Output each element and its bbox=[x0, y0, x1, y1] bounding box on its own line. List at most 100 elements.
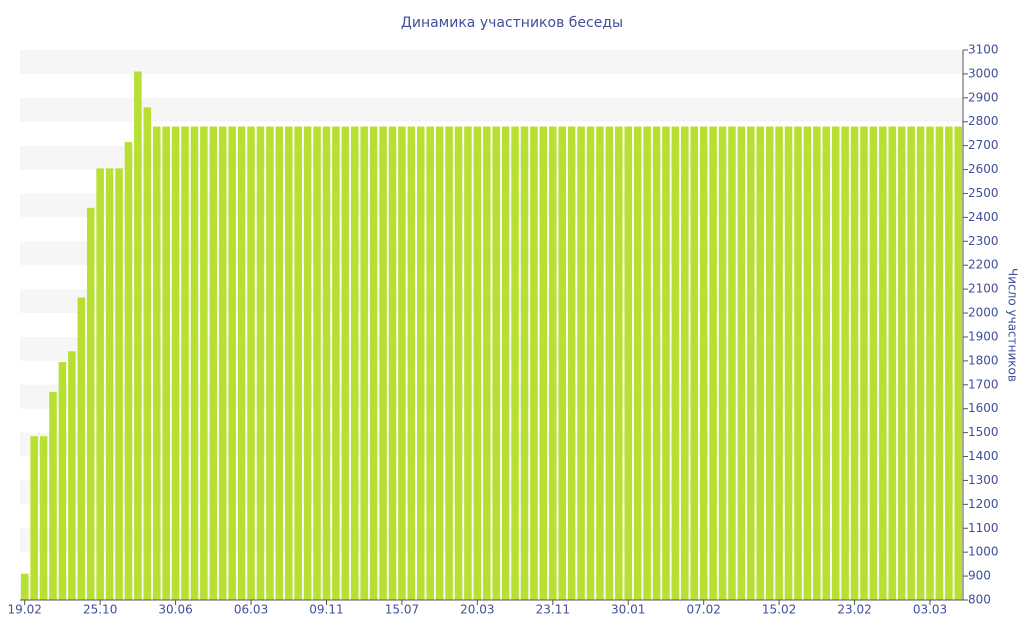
bar bbox=[181, 126, 189, 601]
y-tick-label: 2300 bbox=[968, 234, 999, 248]
bar bbox=[869, 126, 878, 601]
bar bbox=[879, 126, 887, 601]
y-tick-label: 3100 bbox=[968, 43, 999, 57]
grid-band bbox=[20, 193, 963, 218]
bar bbox=[945, 126, 953, 601]
bar bbox=[30, 436, 38, 600]
bar bbox=[473, 126, 482, 601]
bar bbox=[445, 126, 453, 601]
bar bbox=[58, 362, 67, 600]
bar bbox=[690, 126, 699, 601]
bar bbox=[897, 126, 906, 601]
y-axis-title: Число участников bbox=[1006, 268, 1020, 382]
grid-band bbox=[20, 289, 963, 314]
bar bbox=[605, 126, 614, 601]
bar bbox=[162, 126, 170, 601]
bar bbox=[765, 126, 774, 601]
grid-band bbox=[20, 145, 963, 170]
bar bbox=[530, 126, 538, 601]
y-tick-label: 2500 bbox=[968, 186, 999, 200]
bar bbox=[784, 126, 793, 601]
bar bbox=[350, 126, 359, 601]
bar bbox=[294, 126, 302, 601]
bar bbox=[709, 126, 717, 601]
y-tick-label: 2900 bbox=[968, 90, 999, 104]
y-tick-label: 900 bbox=[968, 569, 991, 583]
bar bbox=[379, 126, 387, 601]
bar bbox=[728, 126, 736, 601]
bar bbox=[737, 126, 746, 601]
y-tick-label: 2700 bbox=[968, 138, 999, 152]
bar bbox=[841, 126, 849, 601]
bar bbox=[388, 126, 397, 601]
x-tick-label: 15.02 bbox=[762, 603, 796, 617]
y-tick-label: 1000 bbox=[968, 545, 999, 559]
y-tick-label: 2100 bbox=[968, 282, 999, 296]
bar bbox=[256, 126, 265, 601]
y-tick-label: 2000 bbox=[968, 306, 999, 320]
bar bbox=[586, 126, 595, 601]
bar bbox=[803, 126, 812, 601]
bar bbox=[228, 126, 236, 601]
bar bbox=[907, 126, 915, 601]
x-tick-label: 23.11 bbox=[536, 603, 570, 617]
y-tick-label: 800 bbox=[968, 593, 991, 607]
bar bbox=[105, 168, 114, 600]
bar bbox=[633, 126, 642, 601]
bar bbox=[398, 126, 406, 601]
grid-band bbox=[20, 336, 963, 361]
bar bbox=[332, 126, 340, 601]
x-tick-label: 23.02 bbox=[837, 603, 871, 617]
grid-band bbox=[20, 480, 963, 505]
grid-band bbox=[20, 432, 963, 457]
x-tick-label: 06.03 bbox=[234, 603, 268, 617]
bar bbox=[77, 297, 86, 600]
bar bbox=[822, 126, 831, 601]
x-tick-label: 30.06 bbox=[158, 603, 192, 617]
bar bbox=[360, 126, 368, 601]
bar bbox=[284, 126, 293, 601]
bar bbox=[596, 126, 604, 601]
x-tick-label: 07.02 bbox=[686, 603, 720, 617]
x-tick-label: 09.11 bbox=[309, 603, 343, 617]
bar bbox=[549, 126, 557, 601]
bar bbox=[935, 126, 944, 601]
grid-band bbox=[20, 576, 963, 600]
x-tick-label: 19.02 bbox=[8, 603, 42, 617]
y-tick-label: 3000 bbox=[968, 66, 999, 80]
bar bbox=[218, 126, 227, 601]
bar bbox=[954, 126, 963, 601]
bar bbox=[671, 126, 680, 601]
y-tick-label: 1400 bbox=[968, 449, 999, 463]
grid-band bbox=[20, 97, 963, 122]
x-tick-label: 20.03 bbox=[460, 603, 494, 617]
y-tick-label: 1600 bbox=[968, 401, 999, 415]
x-tick-label: 03.03 bbox=[913, 603, 947, 617]
bar bbox=[266, 126, 274, 601]
chart-title: Динамика участников беседы bbox=[401, 15, 623, 31]
y-tick-label: 2400 bbox=[968, 210, 999, 224]
y-tick-label: 1300 bbox=[968, 473, 999, 487]
bar bbox=[20, 573, 29, 600]
bar bbox=[49, 391, 57, 600]
bar bbox=[313, 126, 321, 601]
bar bbox=[143, 107, 152, 601]
bar bbox=[407, 126, 416, 601]
bar bbox=[681, 126, 689, 601]
bar bbox=[275, 126, 284, 601]
bar bbox=[860, 126, 868, 601]
bar bbox=[652, 126, 661, 601]
grid-band bbox=[20, 241, 963, 266]
bar bbox=[511, 126, 519, 601]
bar bbox=[492, 126, 500, 601]
bar bbox=[850, 126, 859, 601]
bar bbox=[775, 126, 783, 601]
y-tick-label: 2200 bbox=[968, 258, 999, 272]
bar bbox=[68, 351, 76, 600]
bar bbox=[567, 126, 576, 601]
bar bbox=[303, 126, 312, 601]
bar bbox=[718, 126, 727, 601]
y-tick-label: 2600 bbox=[968, 162, 999, 176]
bar bbox=[747, 126, 755, 601]
bar bbox=[794, 126, 802, 601]
